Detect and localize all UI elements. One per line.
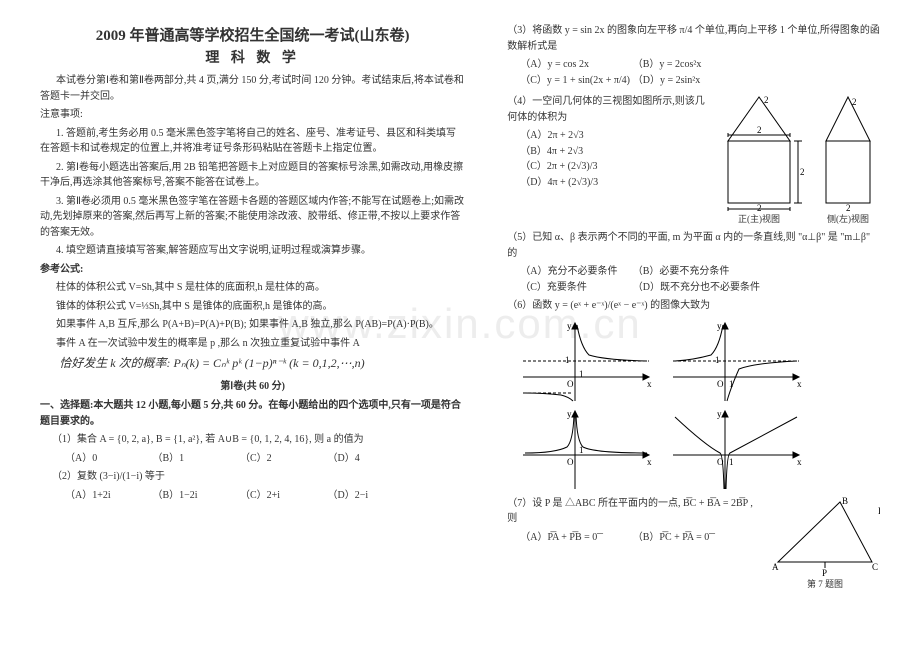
q7-fig-label: 第 7 题图 bbox=[770, 577, 880, 590]
left-column: 2009 年普通高等学校招生全国统一考试(山东卷) 理 科 数 学 本试卷分第Ⅰ… bbox=[40, 20, 465, 630]
q3-stem: （3）将函数 y = sin 2x 的图象向左平移 π/4 个单位,再向上平移 … bbox=[507, 23, 880, 54]
side-view-svg: 2 2 bbox=[816, 93, 880, 211]
ref-1: 柱体的体积公式 V=Sh,其中 S 是柱体的底面积,h 是柱体的高。 bbox=[40, 280, 465, 296]
q4-opt-d: （D）4π + (2√3)/3 bbox=[520, 175, 630, 191]
svg-text:1: 1 bbox=[579, 445, 584, 455]
ref-4: 事件 A 在一次试验中发生的概率是 p ,那么 n 次独立重复试验中事件 A bbox=[40, 336, 465, 352]
q6-graph-c: x y 1 O bbox=[515, 405, 665, 493]
q6-graph-a: x y 1 1 O bbox=[515, 317, 665, 405]
exam-subject: 理 科 数 学 bbox=[40, 47, 465, 67]
svg-text:2: 2 bbox=[757, 125, 762, 135]
part1-instr: 一、选择题:本大题共 12 小题,每小题 5 分,共 60 分。在每小题给出的四… bbox=[40, 398, 465, 429]
svg-text:P: P bbox=[822, 568, 827, 576]
svg-text:x: x bbox=[797, 457, 802, 467]
q3-opt-a: （A）y = cos 2x bbox=[520, 57, 630, 73]
exam-title: 2009 年普通高等学校招生全国统一考试(山东卷) bbox=[40, 24, 465, 45]
q4-stem: （4）一空间几何体的三视图如图所示,则该几何体的体积为 bbox=[507, 94, 706, 125]
svg-text:2: 2 bbox=[852, 97, 857, 107]
svg-text:y: y bbox=[717, 409, 722, 419]
note-2: 2. 第Ⅰ卷每小题选出答案后,用 2B 铅笔把答题卡上对应题目的答案标号涂黑,如… bbox=[40, 160, 465, 191]
q3-opt-b: （B）y = 2cos²x bbox=[633, 57, 743, 73]
q3-opt-d: （D）y = 2sin²x bbox=[633, 73, 743, 89]
front-view-label: 正(主)视图 bbox=[714, 212, 804, 225]
q5-opt-a: （A）充分不必要条件 bbox=[520, 264, 630, 280]
svg-text:x: x bbox=[647, 457, 652, 467]
svg-text:A: A bbox=[772, 562, 779, 572]
right-column: （3）将函数 y = sin 2x 的图象向左平移 π/4 个单位,再向上平移 … bbox=[495, 20, 880, 630]
ref-head: 参考公式: bbox=[40, 262, 465, 278]
front-view-svg: 2 2 2 2 bbox=[714, 93, 804, 211]
q2-opt-a: （A）1+2i bbox=[65, 488, 150, 504]
svg-text:y: y bbox=[567, 409, 572, 419]
svg-text:O: O bbox=[567, 457, 574, 467]
q7-opt-a: （A）P͞A + P͞B = 0͞ bbox=[520, 530, 630, 546]
q6-graph-d: x y 1 O bbox=[665, 405, 815, 493]
q5-opts: （A）充分不必要条件 （B）必要不充分条件 （C）充要条件 （D）既不充分也不必… bbox=[520, 264, 880, 295]
note-4: 4. 填空题请直接填写答案,解答题应写出文字说明,证明过程或演算步骤。 bbox=[40, 243, 465, 259]
q2-opt-d: （D）2−i bbox=[328, 488, 413, 504]
q5-stem: （5）已知 α、β 表示两个不同的平面, m 为平面 α 内的一条直线,则 "α… bbox=[507, 230, 880, 261]
svg-text:1: 1 bbox=[729, 457, 734, 467]
q1-opt-a: （A）0 bbox=[65, 451, 150, 467]
q7-figure: B A C P D 第 7 题图 bbox=[770, 496, 880, 590]
q4-opt-c: （C）2π + (2√3)/3 bbox=[520, 159, 630, 175]
svg-text:B: B bbox=[842, 496, 848, 506]
q1-opt-b: （B）1 bbox=[153, 451, 238, 467]
q2-stem: （2）复数 (3−i)/(1−i) 等于 bbox=[52, 469, 465, 485]
notes-head: 注意事项: bbox=[40, 107, 465, 123]
ref-formula: 恰好发生 k 次的概率: Pₙ(k) = Cₙᵏ pᵏ (1−p)ⁿ⁻ᵏ (k … bbox=[40, 354, 465, 373]
svg-text:1: 1 bbox=[715, 355, 720, 365]
ref-3: 如果事件 A,B 互斥,那么 P(A+B)=P(A)+P(B); 如果事件 A,… bbox=[40, 317, 465, 333]
q7-block: B A C P D 第 7 题图 （7）设 P 是 △ABC 所在平面内的一点,… bbox=[495, 496, 880, 546]
q2-opt-b: （B）1−2i bbox=[153, 488, 238, 504]
q7-opt-b: （B）P͞C + P͞A = 0͞ bbox=[633, 530, 743, 546]
q6-graphs: x y 1 1 O x y 1 1 O bbox=[515, 317, 815, 493]
q2-opt-c: （C）2+i bbox=[240, 488, 325, 504]
q5-opt-b: （B）必要不充分条件 bbox=[633, 264, 743, 280]
q2-opts: （A）1+2i （B）1−2i （C）2+i （D）2−i bbox=[65, 488, 465, 504]
svg-text:2: 2 bbox=[757, 203, 762, 211]
note-3: 3. 第Ⅱ卷必须用 0.5 毫米黑色签字笔在答题卡各题的答题区域内作答;不能写在… bbox=[40, 194, 465, 241]
svg-text:C: C bbox=[872, 562, 878, 572]
svg-text:y: y bbox=[717, 321, 722, 331]
q1-opt-d: （D）4 bbox=[328, 451, 413, 467]
q3-opts: （A）y = cos 2x （B）y = 2cos²x （C）y = 1 + s… bbox=[520, 57, 880, 88]
part1-head: 第Ⅰ卷(共 60 分) bbox=[40, 379, 465, 395]
q4-opt-a: （A）2π + 2√3 bbox=[520, 128, 630, 144]
three-view-figure: 2 2 2 2 正(主)视图 2 2 侧(左)视图 bbox=[714, 93, 880, 225]
note-1: 1. 答题前,考生务必用 0.5 毫米黑色签字笔将自己的姓名、座号、准考证号、县… bbox=[40, 126, 465, 157]
intro-text: 本试卷分第Ⅰ卷和第Ⅱ卷两部分,共 4 页,满分 150 分,考试时间 120 分… bbox=[40, 73, 465, 104]
q4-opt-b: （B）4π + 2√3 bbox=[520, 144, 630, 160]
q1-stem: （1）集合 A = {0, 2, a}, B = {1, a²}, 若 A∪B … bbox=[52, 432, 465, 448]
svg-text:x: x bbox=[797, 379, 802, 389]
svg-text:y: y bbox=[567, 321, 572, 331]
svg-text:O: O bbox=[717, 457, 724, 467]
side-view-label: 侧(左)视图 bbox=[816, 212, 880, 225]
ref-2: 锥体的体积公式 V=⅓Sh,其中 S 是锥体的底面积,h 是锥体的高。 bbox=[40, 299, 465, 315]
svg-text:2: 2 bbox=[846, 203, 851, 211]
q4-opts: （A）2π + 2√3 （B）4π + 2√3 （C）2π + (2√3)/3 … bbox=[520, 128, 706, 190]
svg-text:O: O bbox=[717, 379, 724, 389]
q6-graph-b: x y 1 1 O bbox=[665, 317, 815, 405]
q1-opt-c: （C）2 bbox=[240, 451, 325, 467]
svg-text:2: 2 bbox=[764, 95, 769, 105]
svg-text:2: 2 bbox=[800, 167, 804, 177]
q1-opts: （A）0 （B）1 （C）2 （D）4 bbox=[65, 451, 465, 467]
q6-stem: （6）函数 y = (eˣ + e⁻ˣ)/(eˣ − e⁻ˣ) 的图像大致为 bbox=[507, 298, 880, 314]
svg-text:1: 1 bbox=[729, 379, 734, 389]
q3-opt-c: （C）y = 1 + sin(2x + π/4) bbox=[520, 73, 630, 89]
svg-text:1: 1 bbox=[579, 369, 584, 379]
svg-text:O: O bbox=[567, 379, 574, 389]
svg-text:x: x bbox=[647, 379, 652, 389]
svg-text:D: D bbox=[878, 506, 880, 516]
q5-opt-d: （D）既不充分也不必要条件 bbox=[633, 280, 760, 296]
svg-text:1: 1 bbox=[565, 355, 570, 365]
q5-opt-c: （C）充要条件 bbox=[520, 280, 630, 296]
